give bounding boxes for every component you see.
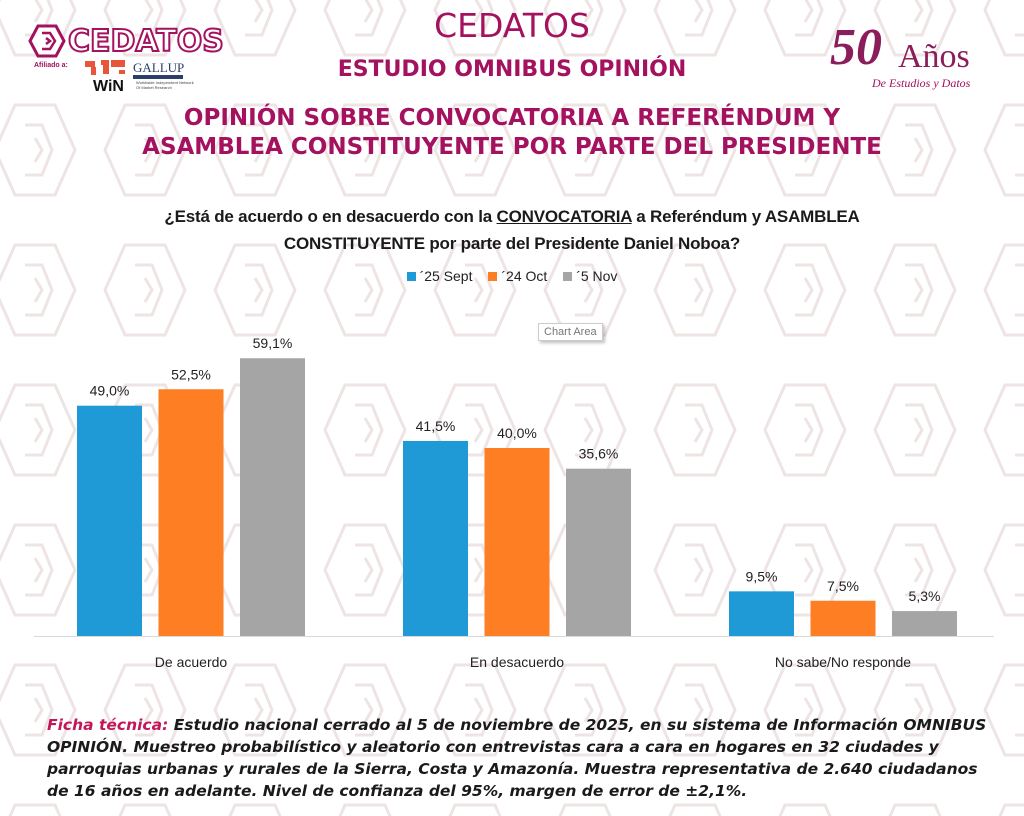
anniversary-tagline: De Estudios y Datos	[872, 76, 971, 90]
chart-legend: ´25 Sept ´24 Oct ´5 Nov	[0, 268, 1024, 284]
legend-item-sept[interactable]: ´25 Sept	[406, 268, 473, 284]
legend-swatch-nov	[563, 272, 573, 281]
data-label-3-3: 5,3%	[909, 588, 941, 604]
technical-sheet-label: Ficha técnica:	[47, 716, 169, 734]
legend-swatch-oct	[488, 272, 498, 281]
legend-swatch-sept	[406, 272, 416, 281]
cedatos-hexagon-icon	[28, 24, 66, 58]
bar-1-3[interactable]	[729, 591, 794, 636]
data-label-3-1: 59,1%	[253, 335, 293, 351]
bar-1-2[interactable]	[403, 440, 468, 636]
anniversary-word: Años	[898, 38, 970, 75]
chart-title-underlined: CONVOCATORIA	[496, 207, 632, 226]
legend-item-nov[interactable]: ´5 Nov	[563, 268, 617, 284]
headline: OPINIÓN SOBRE CONVOCATORIA A REFERÉNDUM …	[0, 104, 1024, 162]
chart-title-part-1: ¿Está de acuerdo o en desacuerdo con la	[164, 207, 497, 226]
chart-title: ¿Está de acuerdo o en desacuerdo con la …	[0, 203, 1024, 257]
legend-item-oct[interactable]: ´24 Oct	[488, 268, 547, 284]
data-label-2-1: 52,5%	[171, 366, 211, 382]
cedatos-logo: CEDATOS Afiliado a: GALLUP WiN Worldwide…	[28, 20, 228, 100]
data-label-3-2: 35,6%	[579, 446, 619, 462]
win-subtitle: Worldwide Independent Network Of Market …	[136, 80, 194, 90]
data-label-1-3: 9,5%	[746, 568, 778, 584]
affiliation-label: Afiliado a:	[34, 62, 68, 69]
bar-3-1[interactable]	[240, 358, 305, 636]
page-title: CEDATOS	[434, 6, 590, 45]
data-label-1-1: 49,0%	[90, 383, 130, 399]
bar-2-2[interactable]	[484, 448, 550, 636]
data-label-1-2: 41,5%	[416, 418, 456, 434]
gallup-logo: GALLUP	[133, 60, 185, 75]
world-map-icon	[85, 60, 125, 75]
data-label-2-3: 7,5%	[827, 578, 859, 594]
bar-2-1[interactable]	[158, 389, 224, 636]
chart-area-tooltip: Chart Area	[538, 323, 603, 341]
technical-sheet-text: Estudio nacional cerrado al 5 de noviemb…	[47, 716, 987, 800]
legend-label-sept: ´25 Sept	[419, 268, 473, 284]
legend-label-oct: ´24 Oct	[501, 268, 548, 284]
bar-3-2[interactable]	[566, 468, 631, 636]
bar-1-1[interactable]	[77, 405, 142, 636]
chart-title-line-2: CONSTITUYENTE por parte del Presidente D…	[283, 234, 741, 253]
anniversary-logo: 50 Años De Estudios y Datos	[830, 22, 1010, 92]
chart-title-line-1: ¿Está de acuerdo o en desacuerdo con la …	[0, 203, 1024, 230]
category-label-3: No sabe/No responde	[775, 654, 911, 670]
category-label-1: De acuerdo	[155, 654, 228, 670]
chart-title-part-2: a Referéndum y ASAMBLEA	[631, 207, 860, 226]
legend-label-nov: ´5 Nov	[576, 268, 618, 284]
technical-sheet: Ficha técnica: Estudio nacional cerrado …	[47, 714, 997, 802]
data-label-2-2: 40,0%	[497, 425, 537, 441]
anniversary-number: 50	[830, 19, 882, 76]
bar-2-3[interactable]	[810, 600, 876, 636]
win-logo: WiN	[93, 78, 124, 95]
cedatos-logo-text: CEDATOS	[67, 23, 225, 60]
category-label-2: En desacuerdo	[470, 654, 564, 670]
page-subtitle: ESTUDIO OMNIBUS OPINIÓN	[337, 57, 687, 82]
bar-3-3[interactable]	[892, 611, 957, 636]
headline-line-2: ASAMBLEA CONSTITUYENTE POR PARTE DEL PRE…	[142, 134, 882, 160]
gallup-underline	[133, 75, 183, 79]
headline-line-1: OPINIÓN SOBRE CONVOCATORIA A REFERÉNDUM …	[183, 105, 841, 131]
